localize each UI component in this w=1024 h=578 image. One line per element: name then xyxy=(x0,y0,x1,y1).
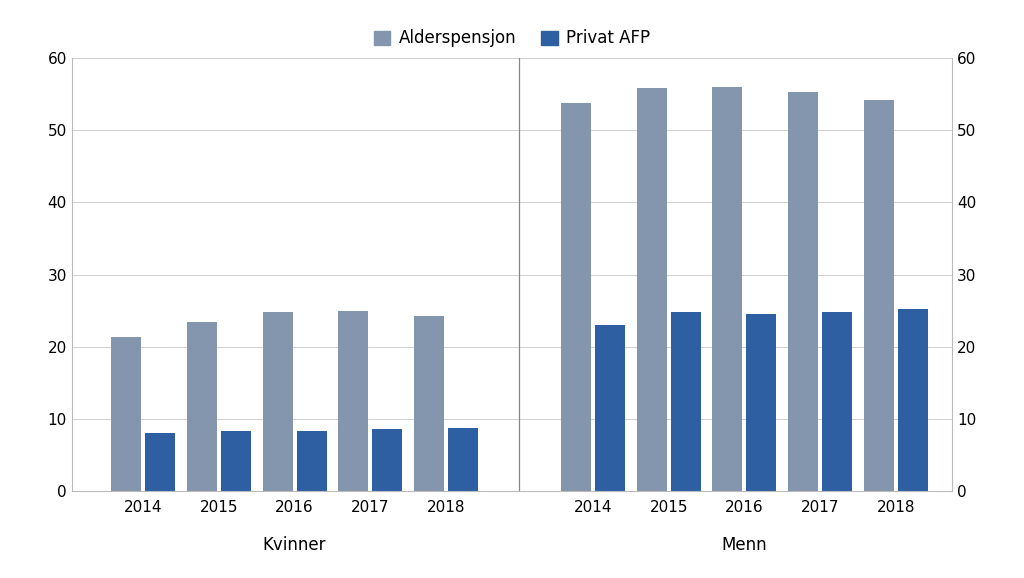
Bar xyxy=(145,434,175,491)
Bar xyxy=(221,431,251,491)
Bar xyxy=(671,312,700,491)
Bar xyxy=(187,321,217,491)
Bar xyxy=(262,312,293,491)
Bar xyxy=(864,99,894,491)
Bar xyxy=(713,87,742,491)
Bar xyxy=(788,92,818,491)
Bar xyxy=(449,428,478,491)
Text: Menn: Menn xyxy=(722,536,767,554)
Bar xyxy=(595,325,625,491)
Bar xyxy=(414,316,444,491)
Bar xyxy=(637,88,667,491)
Bar xyxy=(561,103,591,491)
Text: Kvinner: Kvinner xyxy=(263,536,327,554)
Bar xyxy=(297,431,327,491)
Bar xyxy=(746,313,776,491)
Bar xyxy=(373,429,402,491)
Bar xyxy=(822,312,852,491)
Bar xyxy=(898,309,928,491)
Legend: Alderspensjon, Privat AFP: Alderspensjon, Privat AFP xyxy=(367,23,657,54)
Bar xyxy=(112,338,141,491)
Bar xyxy=(338,310,369,491)
